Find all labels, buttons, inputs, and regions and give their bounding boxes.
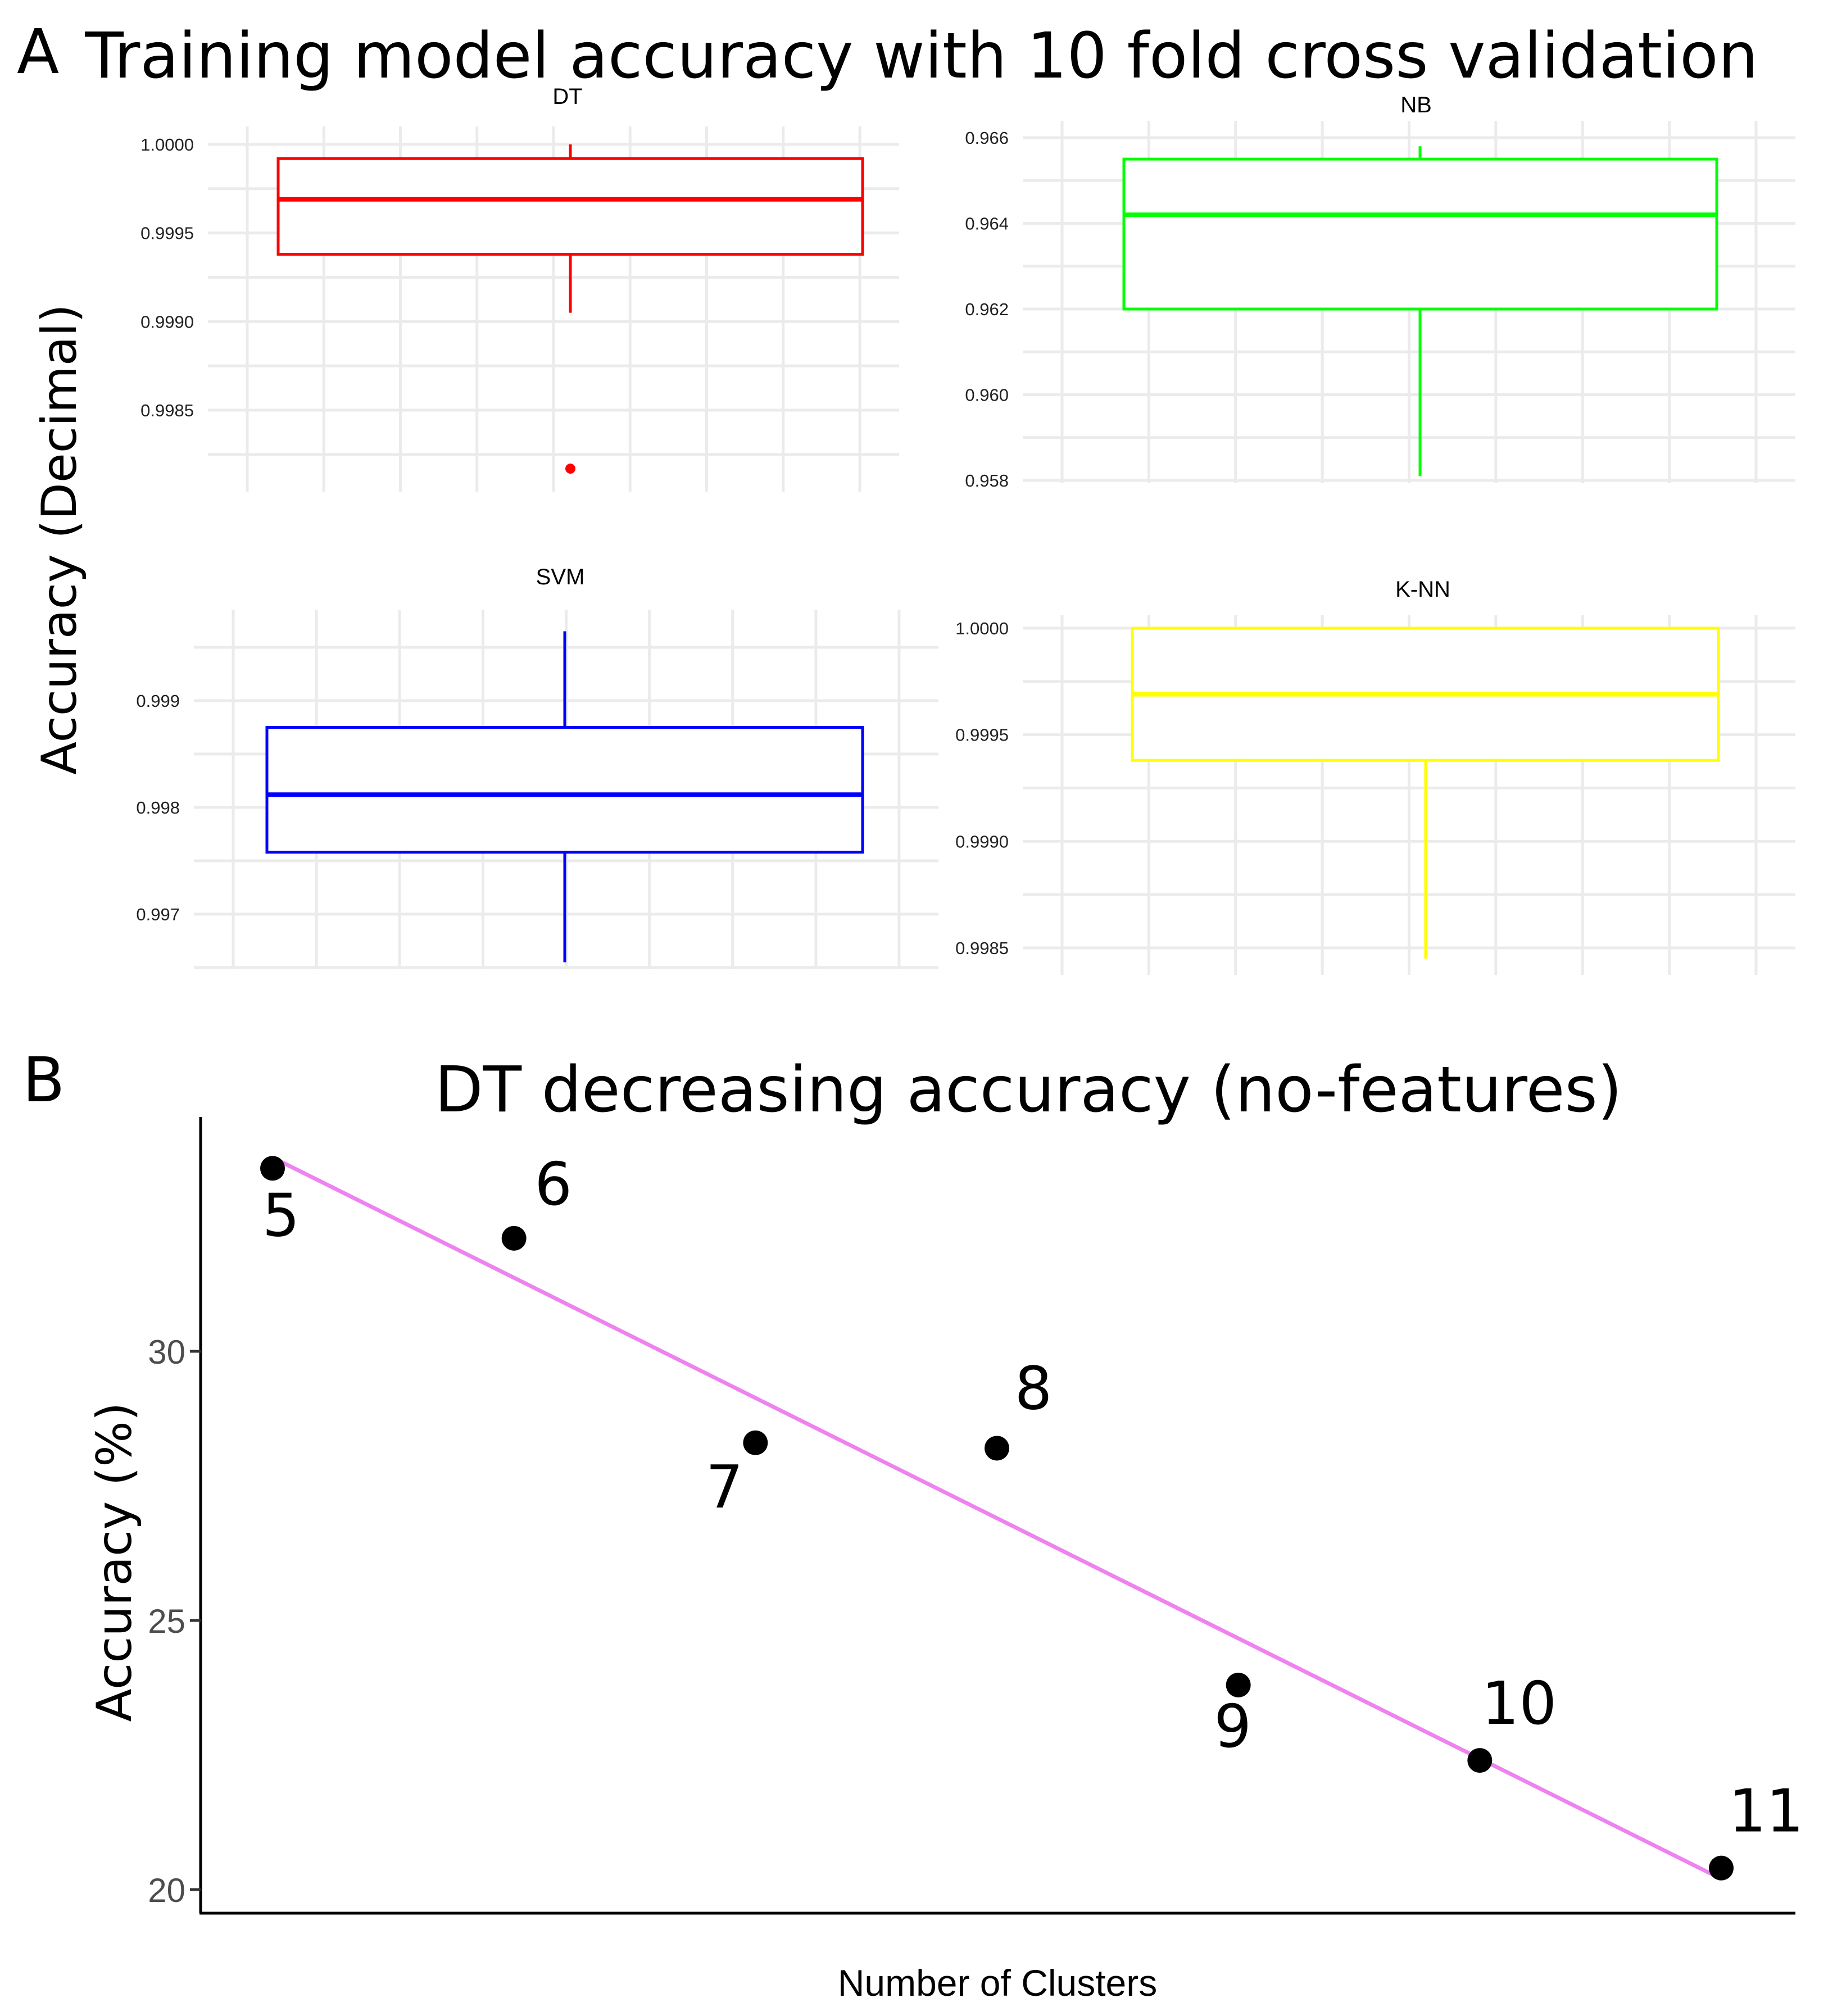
y-tick-label: 0.9990: [140, 312, 194, 332]
scatter-plot: 20 25 30 5 6 7 8 9 10 11: [148, 1117, 1804, 1915]
data-point-label: 7: [706, 1453, 743, 1522]
data-point: [985, 1436, 1009, 1461]
y-tick-label: 0.960: [965, 385, 1009, 405]
data-point: [501, 1225, 527, 1251]
boxplot-dt: 1.0000 0.9995 0.9990 0.9985 DT: [140, 84, 899, 492]
y-tick-label: 0.9995: [140, 224, 194, 243]
panel-a-letter: A: [17, 16, 59, 88]
y-tick-label: 0.958: [965, 471, 1009, 491]
data-point: [1709, 1855, 1734, 1881]
data-point: [1467, 1748, 1493, 1773]
data-point-label: 9: [1214, 1692, 1251, 1761]
box-iqr: [1122, 157, 1718, 311]
panel-b-title: DT decreasing accuracy (no-features): [434, 1054, 1622, 1127]
trend-line: [271, 1155, 1722, 1881]
data-point-label: 5: [262, 1181, 300, 1250]
panel-b-letter: B: [22, 1044, 65, 1116]
box-iqr: [276, 157, 864, 256]
y-tick-label: 0.9995: [955, 725, 1009, 745]
y-tick-label: 0.962: [965, 299, 1009, 319]
y-tick-label: 0.999: [136, 691, 180, 711]
data-point: [1226, 1672, 1251, 1697]
boxplot-svm: 0.999 0.998 0.997 SVM: [136, 565, 938, 969]
data-point-label: 8: [1015, 1354, 1053, 1423]
y-tick-label: 0.9990: [955, 832, 1009, 851]
boxplot-knn: 1.0000 0.9995 0.9990 0.9985 K-NN: [955, 577, 1795, 975]
box-iqr: [265, 726, 864, 854]
y-tick-label: 0.997: [136, 905, 180, 924]
panel-a-title: Training model accuracy with 10 fold cro…: [84, 20, 1758, 93]
y-tick-label: 0.9985: [955, 938, 1009, 958]
data-point-label: 11: [1729, 1777, 1804, 1846]
panel-a-y-axis-label: Accuracy (Decimal): [31, 304, 88, 775]
y-tick-label: 0.998: [136, 798, 180, 818]
data-point: [260, 1156, 285, 1181]
panel-b-x-axis-label: Number of Clusters: [838, 1962, 1158, 2004]
boxplot-nb: 0.966 0.964 0.962 0.960 0.958 NB: [965, 93, 1795, 491]
facet-title: SVM: [536, 565, 585, 589]
facet-title: DT: [552, 84, 582, 109]
facet-title: K-NN: [1395, 577, 1450, 602]
y-tick-label: 25: [148, 1602, 185, 1640]
y-tick-label: 30: [148, 1333, 185, 1371]
facet-title: NB: [1400, 93, 1432, 117]
outlier-point: [565, 464, 575, 474]
y-tick-label: 0.964: [965, 214, 1009, 234]
y-tick-label: 0.966: [965, 128, 1009, 148]
y-tick-label: 0.9985: [140, 401, 194, 420]
data-point-label: 10: [1482, 1669, 1557, 1738]
y-tick-label: 1.0000: [140, 135, 194, 155]
data-point: [743, 1430, 768, 1455]
data-point-label: 6: [534, 1150, 572, 1219]
panel-b-y-axis-label: Accuracy (%): [87, 1402, 143, 1722]
y-tick-label: 1.0000: [955, 619, 1009, 638]
y-tick-label: 20: [148, 1872, 185, 1909]
